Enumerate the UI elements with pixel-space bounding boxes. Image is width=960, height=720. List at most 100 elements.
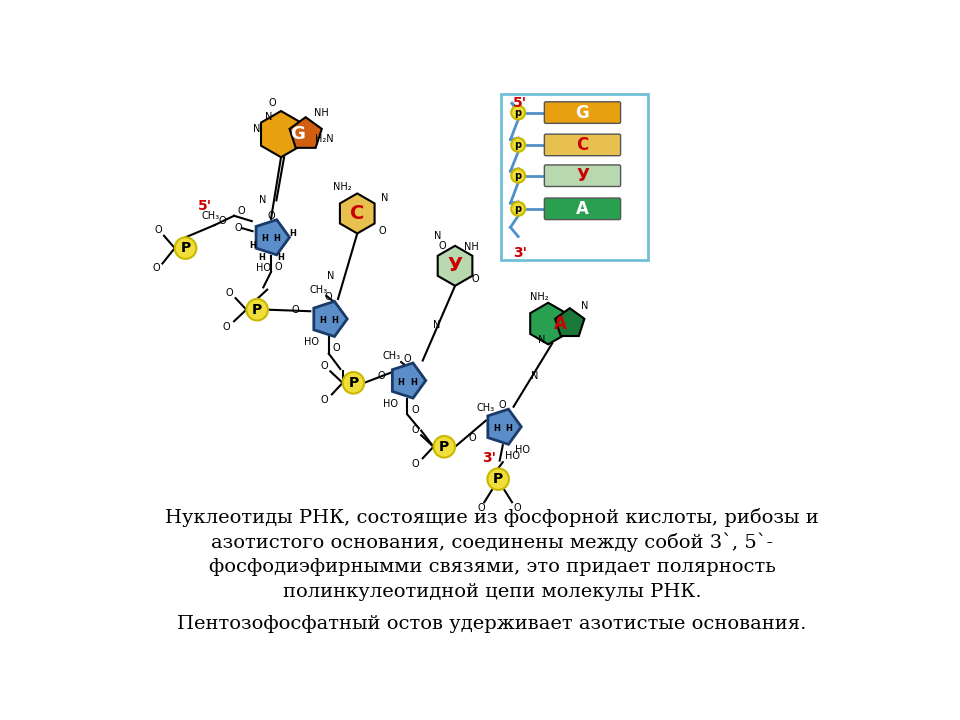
Text: CH₃: CH₃ [477,403,495,413]
Text: G: G [291,125,305,143]
Text: У: У [447,256,463,275]
Polygon shape [555,308,585,336]
Text: HO: HO [304,337,320,347]
Polygon shape [290,117,322,148]
Text: H₂N: H₂N [315,134,333,144]
Text: O: O [403,354,411,364]
Text: O: O [219,216,227,226]
Text: HO: HO [505,451,519,461]
Text: H: H [493,424,500,433]
Text: CH₃: CH₃ [383,351,401,361]
Text: HO: HO [255,263,271,273]
Text: У: У [576,167,588,185]
Text: 3': 3' [513,246,527,261]
Circle shape [512,106,525,120]
Circle shape [488,468,509,490]
Text: полинкулеотидной цепи молекулы РНК.: полинкулеотидной цепи молекулы РНК. [282,582,702,600]
Text: N: N [433,320,441,330]
Text: N: N [326,271,334,281]
Text: H: H [397,377,404,387]
Text: P: P [348,376,358,390]
Text: H: H [261,234,268,243]
Circle shape [175,238,196,259]
Text: H: H [506,424,513,433]
Text: N: N [259,195,266,205]
Text: O: O [468,433,476,443]
Polygon shape [256,220,290,255]
Text: N: N [253,124,261,134]
Polygon shape [261,111,301,157]
Circle shape [343,372,364,394]
FancyBboxPatch shape [501,94,648,260]
Text: P: P [493,472,503,486]
Polygon shape [393,363,426,398]
Text: P: P [252,302,262,317]
Text: HO: HO [383,399,397,409]
Text: O: O [411,459,419,469]
Text: p: p [515,171,521,181]
Circle shape [512,138,525,152]
Text: H: H [274,234,280,243]
Text: P: P [180,241,191,255]
Text: 3': 3' [482,451,496,464]
Text: p: p [515,140,521,150]
Text: фосфодиэфирнымми связями, это придает полярность: фосфодиэфирнымми связями, это придает по… [208,558,776,576]
Text: CH₃: CH₃ [202,211,220,221]
Text: p: p [515,204,521,214]
Circle shape [512,202,525,216]
Text: H: H [410,377,417,387]
Text: O: O [333,343,340,354]
Text: N: N [581,301,588,311]
Text: H: H [289,229,296,238]
Text: O: O [499,400,507,410]
FancyBboxPatch shape [544,134,620,156]
Polygon shape [438,246,472,286]
Text: N: N [531,371,538,381]
Text: O: O [321,395,328,405]
Text: N: N [435,231,442,240]
Text: O: O [379,226,387,236]
Text: O: O [235,223,243,233]
Polygon shape [488,409,521,444]
Text: O: O [292,305,300,315]
Circle shape [434,436,455,457]
Text: O: O [238,206,246,216]
Text: CH₃: CH₃ [310,285,327,295]
Text: С: С [350,204,365,223]
Text: O: O [226,288,233,298]
Text: С: С [576,136,588,154]
Text: O: O [411,425,419,435]
Text: H: H [331,316,338,325]
Text: O: O [471,274,479,284]
Text: N: N [380,193,388,203]
Text: 5': 5' [513,96,527,110]
Text: NH₂: NH₂ [531,292,549,302]
Text: O: O [267,211,275,221]
Text: O: O [514,503,521,513]
Text: O: O [153,263,160,273]
Text: Нуклеотиды РНК, состоящие из фосфорной кислоты, рибозы и: Нуклеотиды РНК, состоящие из фосфорной к… [165,508,819,527]
FancyBboxPatch shape [544,102,620,123]
Text: O: O [477,503,485,513]
Text: H: H [249,240,256,250]
FancyBboxPatch shape [544,198,620,220]
Text: O: O [411,405,419,415]
Text: азотистого основания, соединены между собой 3`, 5`-: азотистого основания, соединены между со… [211,533,773,552]
Text: 5': 5' [198,199,212,212]
Text: O: O [275,261,282,271]
Text: H: H [276,253,284,262]
Text: O: O [223,322,230,332]
Polygon shape [530,303,566,344]
Text: А: А [576,200,588,218]
Text: O: O [377,371,385,381]
Text: NH₂: NH₂ [332,181,351,192]
Circle shape [512,168,525,183]
Text: HO: HO [515,445,530,455]
Text: А: А [554,315,567,333]
Polygon shape [314,302,348,336]
Circle shape [247,299,268,320]
Text: P: P [439,440,449,454]
Text: H: H [319,316,326,325]
Text: G: G [576,104,589,122]
Text: O: O [269,99,276,108]
